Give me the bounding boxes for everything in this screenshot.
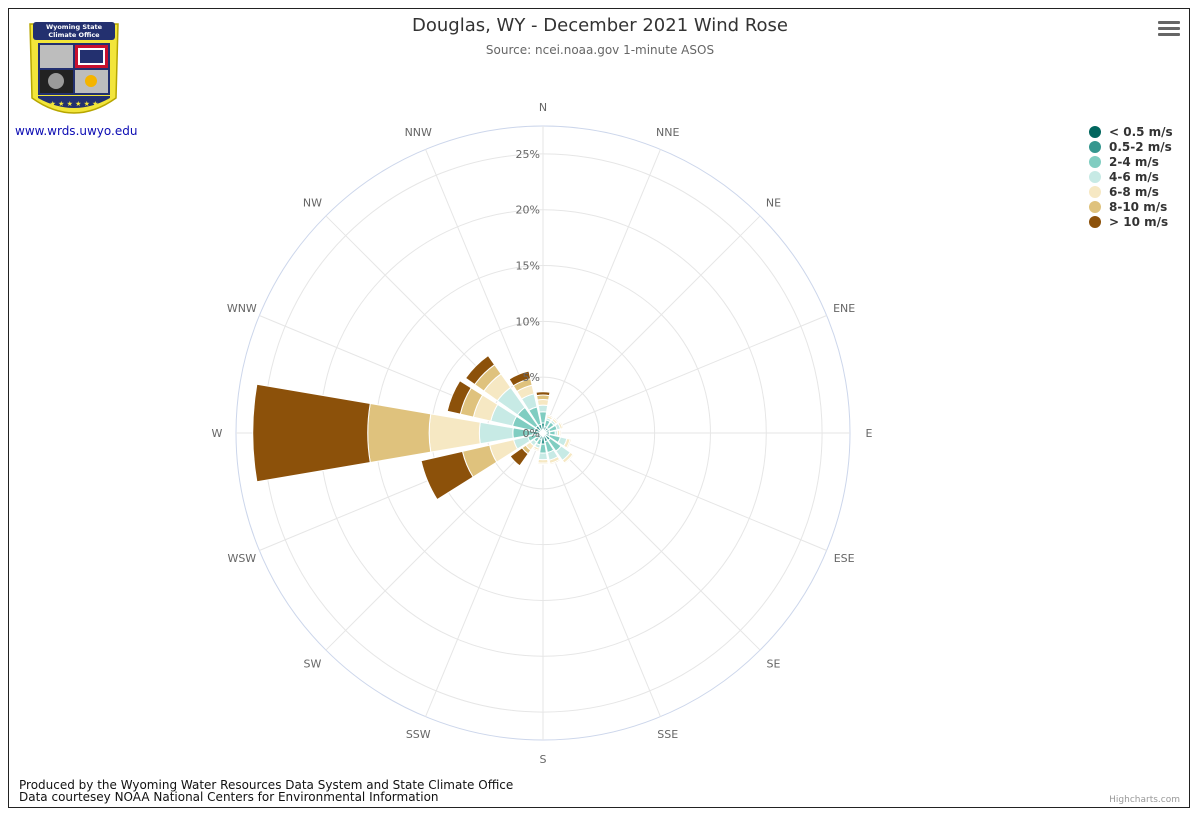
- legend-item[interactable]: < 0.5 m/s: [1089, 124, 1173, 139]
- grid-spoke: [425, 432, 544, 717]
- footer-line-1: Produced by the Wyoming Water Resources …: [19, 778, 514, 792]
- grid-spoke: [542, 215, 761, 434]
- legend-label: 4-6 m/s: [1109, 169, 1159, 184]
- grid-spoke: [542, 315, 827, 434]
- wind-bar-segment[interactable]: [537, 404, 549, 413]
- legend-label: 8-10 m/s: [1109, 199, 1168, 214]
- hamburger-icon[interactable]: [1158, 21, 1180, 39]
- radial-tick-label: 0%: [523, 427, 540, 440]
- svg-text:Climate Office: Climate Office: [48, 31, 100, 39]
- legend-label: 6-8 m/s: [1109, 184, 1159, 199]
- direction-label: SSW: [406, 728, 431, 741]
- chart-title: Douglas, WY - December 2021 Wind Rose: [411, 15, 788, 36]
- wind-bar-segment[interactable]: [420, 450, 474, 501]
- grid-spoke: [325, 432, 544, 651]
- wind-bar-segment[interactable]: [367, 402, 432, 464]
- radial-tick-label: 5%: [523, 371, 540, 384]
- legend-marker: [1089, 140, 1101, 153]
- direction-label: ESE: [834, 552, 855, 565]
- radial-tick-label: 15%: [516, 260, 540, 273]
- site-link[interactable]: www.wrds.uwyo.edu: [15, 124, 138, 138]
- legend-marker: [1089, 200, 1101, 213]
- chart-frame: [8, 8, 1190, 808]
- wind-bar-segment[interactable]: [446, 379, 472, 415]
- direction-label: NE: [766, 196, 781, 209]
- wind-bar-segment[interactable]: [537, 452, 549, 461]
- wind-bar-segment[interactable]: [563, 453, 575, 465]
- direction-label: NNE: [656, 126, 679, 139]
- legend-marker: [1089, 125, 1101, 138]
- wind-bar-segment[interactable]: [558, 429, 562, 437]
- legend-label: 2-4 m/s: [1109, 154, 1159, 169]
- direction-label: N: [539, 101, 547, 114]
- wind-bar-segment[interactable]: [546, 413, 554, 419]
- direction-label: S: [540, 753, 547, 766]
- direction-label: ENE: [833, 302, 855, 315]
- direction-label: NW: [303, 196, 322, 209]
- wind-bar-segment[interactable]: [509, 447, 529, 467]
- direction-label: SE: [767, 658, 781, 671]
- radial-tick-label: 20%: [516, 204, 540, 217]
- wind-bar-segment[interactable]: [537, 462, 549, 465]
- wind-bar-segment[interactable]: [536, 399, 550, 407]
- legend: < 0.5 m/s 0.5-2 m/s 2-4 m/s 4-6 m/s 6-8 m/s 8…: [1089, 124, 1173, 229]
- direction-label: SSE: [657, 728, 678, 741]
- footer-line-2: Data courtesey NOAA National Centers for…: [19, 790, 439, 804]
- legend-marker: [1089, 170, 1101, 183]
- wind-bar-segment[interactable]: [565, 438, 572, 450]
- wind-bar-segment[interactable]: [532, 447, 540, 453]
- legend-item[interactable]: 0.5-2 m/s: [1089, 139, 1173, 154]
- legend-label: > 10 m/s: [1109, 214, 1169, 229]
- legend-marker: [1089, 215, 1101, 228]
- svg-text:★ ★ ★ ★ ★ ★: ★ ★ ★ ★ ★ ★: [50, 100, 99, 108]
- direction-label: SW: [304, 658, 322, 671]
- direction-label: E: [866, 427, 873, 440]
- climate-office-logo: Wyoming State Climate Office ★ ★ ★ ★ ★ ★: [28, 16, 120, 128]
- radial-tick-label: 10%: [516, 315, 540, 328]
- wind-bar-segment[interactable]: [252, 383, 371, 483]
- grid-spoke: [542, 149, 661, 434]
- legend-item[interactable]: > 10 m/s: [1089, 214, 1173, 229]
- chart-subtitle: Source: ncei.noaa.gov 1-minute ASOS: [485, 43, 715, 57]
- legend-item[interactable]: 4-6 m/s: [1089, 169, 1173, 184]
- wind-bar-segment[interactable]: [549, 458, 561, 466]
- grid-spoke: [542, 432, 827, 551]
- direction-label: W: [212, 427, 223, 440]
- legend-marker: [1089, 185, 1101, 198]
- credits-link[interactable]: Highcharts.com: [1109, 795, 1180, 805]
- direction-label: NNW: [405, 126, 432, 139]
- radial-tick-label: 25%: [516, 148, 540, 161]
- legend-label: < 0.5 m/s: [1109, 124, 1173, 139]
- wind-bar-segment[interactable]: [559, 421, 565, 430]
- wind-bar-segment[interactable]: [508, 370, 532, 387]
- legend-item[interactable]: 2-4 m/s: [1089, 154, 1173, 169]
- legend-item[interactable]: 6-8 m/s: [1089, 184, 1173, 199]
- wind-bar-segment[interactable]: [464, 354, 496, 386]
- direction-label: WSW: [227, 552, 256, 565]
- grid-spoke: [542, 432, 761, 651]
- wind-bar-segment[interactable]: [535, 391, 551, 397]
- legend-marker: [1089, 155, 1101, 168]
- direction-label: WNW: [227, 302, 257, 315]
- svg-text:Wyoming State: Wyoming State: [46, 23, 103, 31]
- wind-bar-segment[interactable]: [552, 416, 560, 424]
- legend-item[interactable]: 8-10 m/s: [1089, 199, 1173, 214]
- grid-spoke: [542, 432, 661, 717]
- wind-bar-segment[interactable]: [428, 413, 481, 453]
- legend-label: 0.5-2 m/s: [1109, 139, 1172, 154]
